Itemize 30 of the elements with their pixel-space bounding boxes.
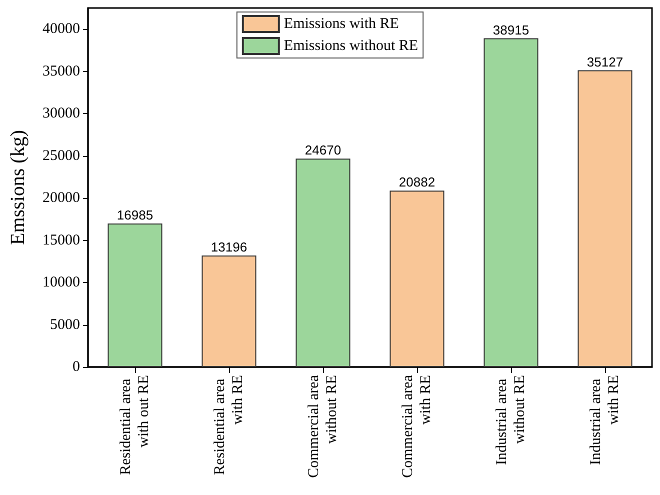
y-tick-label: 0 (72, 359, 80, 375)
bar (296, 158, 350, 367)
y-tick-label: 10000 (42, 274, 80, 291)
data-label: 13196 (210, 240, 248, 255)
legend-label: Emissions with RE (284, 16, 399, 32)
data-label: 24670 (304, 142, 342, 158)
data-label: 20882 (398, 174, 436, 190)
x-tick-label: Industrial area without RE (494, 375, 528, 465)
bar (108, 224, 162, 367)
bar (390, 190, 444, 367)
data-label: 38915 (492, 22, 530, 38)
y-tick-label: 35000 (42, 63, 80, 80)
y-tick-label: 20000 (42, 190, 80, 206)
x-tick-label: Commercial area without RE (306, 374, 340, 478)
bar (484, 38, 538, 367)
x-tick-label: Industrial area with RE (588, 375, 622, 465)
y-tick-label: 15000 (42, 232, 80, 248)
y-tick-label: 40000 (42, 21, 80, 38)
data-label: 35127 (586, 54, 624, 70)
y-tick-label: 30000 (42, 106, 80, 122)
x-tick-label: Residential area with RE (212, 375, 246, 475)
data-label: 16985 (116, 208, 154, 223)
legend-label: Emissions without RE (284, 38, 418, 54)
x-tick-label: Residential area with out RE (118, 375, 152, 475)
y-tick-label: 5000 (50, 316, 80, 333)
bar (578, 70, 632, 367)
x-tick-label: Commercial area with RE (400, 374, 434, 478)
bar (202, 256, 256, 367)
y-axis-title: Emssions (kg) (7, 130, 29, 245)
y-tick-label: 25000 (42, 148, 80, 164)
